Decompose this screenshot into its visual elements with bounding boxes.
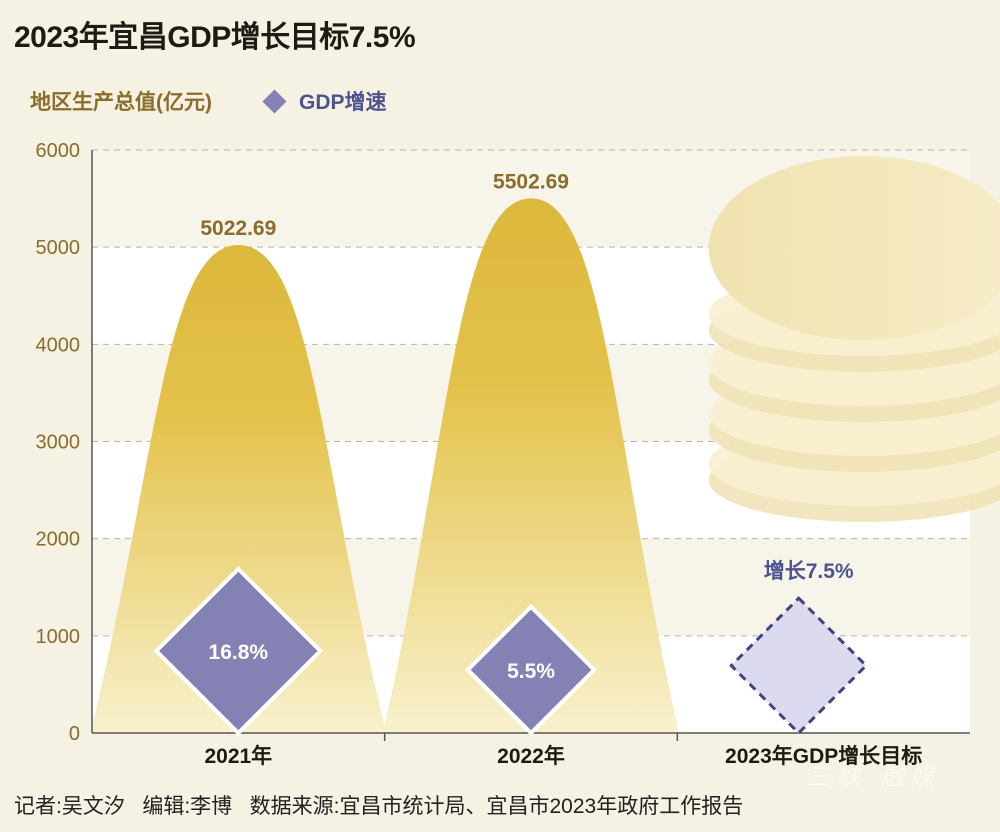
y-tick-label: 1000	[36, 626, 81, 648]
y-tick-label: 4000	[36, 334, 81, 356]
gdp-bar	[90, 244, 387, 733]
chart-canvas: 0 1000 2000 3000 4000 5000 6000 2021年 2022年 2023…	[36, 140, 1000, 768]
x-tick-label: 2023年GDP增长目标	[725, 744, 922, 768]
growth-diamond	[153, 566, 324, 736]
y-axis-title: 地区生产总值(亿元)	[30, 91, 212, 114]
y-tick-label: 2000	[36, 529, 81, 551]
y-tick-label: 5000	[36, 237, 81, 259]
growth-diamond	[464, 603, 598, 736]
growth-diamond-target	[729, 596, 869, 736]
x-tick-label: 2021年	[204, 744, 272, 768]
footer-credits: 记者:吴文汐 编辑:李博 数据来源:宜昌市统计局、宜昌市2023年政府工作报告	[14, 795, 744, 818]
x-tick-label: 2022年	[497, 744, 565, 768]
growth-label: 16.8%	[209, 641, 269, 664]
gdp-value-label: 5502.69	[493, 170, 569, 193]
watermark: 三峡 融媒	[806, 763, 940, 791]
y-tick-label: 6000	[36, 140, 81, 162]
legend: 地区生产总值(亿元) GDP增速	[30, 86, 387, 116]
growth-label: 增长7.5%	[764, 559, 854, 583]
chart-title: 2023年宜昌GDP增长目标7.5%	[14, 21, 416, 54]
y-tick-label: 0	[69, 723, 80, 745]
decorative-coin-stack	[708, 156, 1000, 522]
y-tick-label: 3000	[36, 432, 81, 454]
gdp-value-label: 5022.69	[200, 217, 276, 240]
coin-icon	[708, 156, 1000, 340]
growth-label: 5.5%	[507, 660, 555, 683]
gdp-bar	[383, 198, 679, 733]
legend-series-label: GDP增速	[299, 91, 387, 114]
